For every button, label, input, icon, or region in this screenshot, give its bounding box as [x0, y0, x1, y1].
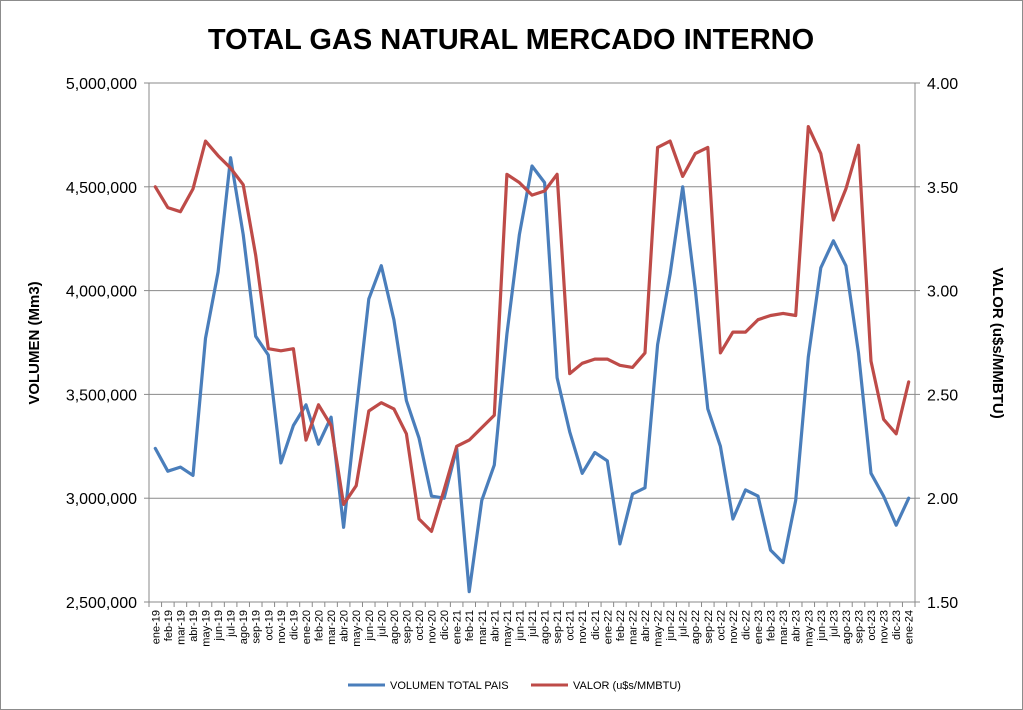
x-tick-label: may-23	[803, 610, 815, 647]
gridlines	[149, 82, 915, 603]
series-line-valor	[153, 124, 911, 534]
x-tick-label: sep-23	[853, 610, 865, 644]
x-tick-label: jun-22	[665, 610, 677, 642]
y-left-tick-label: 3,500,000	[66, 387, 137, 404]
y-axis-left-ticks: 2,500,000 3,000,000 3,500,000 4,000,000 4,50…	[66, 76, 137, 612]
x-tick-label: abr-20	[339, 610, 351, 642]
y-axis-right-ticks: 1.50 2.00 2.50 3.00 3.50 4.00	[927, 76, 958, 612]
x-tick-label: jun-20	[364, 610, 376, 642]
y-axis-left-label: VOLUMEN (Mm3)	[26, 281, 43, 404]
x-tick-label: abr-21	[489, 610, 501, 642]
y-left-tick-label: 3,000,000	[66, 491, 137, 508]
x-tick-label: jul-23	[828, 610, 840, 638]
x-tick-label: ago-21	[540, 610, 552, 644]
x-tick-label: may-20	[351, 610, 363, 647]
y-right-tick-label: 4.00	[927, 76, 958, 93]
y-right-tick-label: 3.50	[927, 180, 958, 197]
x-tick-label: abr-19	[188, 610, 200, 642]
chart-title: TOTAL GAS NATURAL MERCADO INTERNO	[208, 24, 814, 56]
x-tick-label: jun-23	[816, 610, 828, 642]
series-lines	[153, 124, 911, 594]
x-tick-label: jul-22	[678, 610, 690, 638]
y-right-tick-label: 3.00	[927, 284, 958, 301]
x-tick-label: dic-19	[288, 610, 300, 640]
x-tick-label: mar-21	[477, 610, 489, 645]
series-line-volumen	[153, 156, 911, 594]
legend: VOLUMEN TOTAL PAIS VALOR (u$s/MMBTU)	[348, 680, 681, 692]
x-tick-label: jul-20	[376, 610, 388, 638]
x-tick-label: jun-21	[514, 610, 526, 642]
x-tick-label: nov-20	[427, 610, 439, 644]
x-tick-label: jul-19	[226, 610, 238, 638]
x-tick-label: jun-19	[213, 610, 225, 642]
x-tick-label: oct-23	[866, 610, 878, 641]
y-left-tick-label: 4,500,000	[66, 180, 137, 197]
x-tick-label: dic-20	[439, 610, 451, 640]
x-tick-label: nov-21	[577, 610, 589, 644]
x-tick-label: sep-20	[401, 610, 413, 644]
x-tick-label: sep-19	[251, 610, 263, 644]
x-tick-label: dic-23	[891, 610, 903, 640]
x-tick-label: ago-20	[389, 610, 401, 644]
x-tick-label: ene-19	[150, 610, 162, 644]
x-tick-label: feb-23	[766, 610, 778, 641]
x-tick-label: ene-24	[904, 610, 916, 644]
legend-label-volumen: VOLUMEN TOTAL PAIS	[390, 680, 509, 692]
x-axis-ticks: ene-19 feb-19 mar-19 abr-19 may-19 jun-19 jul-…	[150, 610, 915, 647]
x-tick-label: ago-23	[841, 610, 853, 644]
x-tick-label: ago-19	[238, 610, 250, 644]
x-tick-label: sep-22	[703, 610, 715, 644]
x-tick-label: ene-21	[452, 610, 464, 644]
x-tick-label: oct-21	[565, 610, 577, 641]
x-tick-label: oct-20	[414, 610, 426, 641]
x-tick-label: may-19	[201, 610, 213, 647]
x-tick-label: mar-19	[175, 610, 187, 645]
x-tick-label: jul-21	[527, 610, 539, 638]
y-left-tick-label: 5,000,000	[66, 76, 137, 93]
x-tick-label: ene-22	[602, 610, 614, 644]
x-tick-label: may-21	[502, 610, 514, 647]
y-right-tick-label: 2.00	[927, 491, 958, 508]
y-right-tick-label: 1.50	[927, 595, 958, 612]
x-tick-label: abr-22	[640, 610, 652, 642]
x-tick-label: feb-21	[464, 610, 476, 641]
axes	[144, 82, 920, 607]
x-tick-label: mar-23	[778, 610, 790, 645]
x-tick-label: oct-22	[715, 610, 727, 641]
x-tick-label: nov-22	[728, 610, 740, 644]
x-tick-label: dic-21	[590, 610, 602, 640]
x-tick-label: mar-22	[627, 610, 639, 645]
x-tick-label: nov-19	[276, 610, 288, 644]
x-tick-label: sep-21	[552, 610, 564, 644]
x-tick-label: feb-22	[615, 610, 627, 641]
x-tick-label: mar-20	[326, 610, 338, 645]
x-tick-label: abr-23	[791, 610, 803, 642]
x-tick-label: nov-23	[879, 610, 891, 644]
y-left-tick-label: 4,000,000	[66, 284, 137, 301]
y-left-tick-label: 2,500,000	[66, 595, 137, 612]
x-tick-label: dic-22	[740, 610, 752, 640]
x-tick-label: ene-23	[753, 610, 765, 644]
y-axis-right-label: VALOR (u$s/MMBTU)	[989, 267, 1006, 418]
legend-label-valor: VALOR (u$s/MMBTU)	[573, 680, 681, 692]
x-tick-label: feb-20	[314, 610, 326, 641]
y-right-tick-label: 2.50	[927, 387, 958, 404]
x-tick-label: feb-19	[163, 610, 175, 641]
x-tick-label: may-22	[653, 610, 665, 647]
x-tick-label: ene-20	[301, 610, 313, 644]
x-tick-label: ago-22	[690, 610, 702, 644]
x-tick-label: oct-19	[263, 610, 275, 641]
